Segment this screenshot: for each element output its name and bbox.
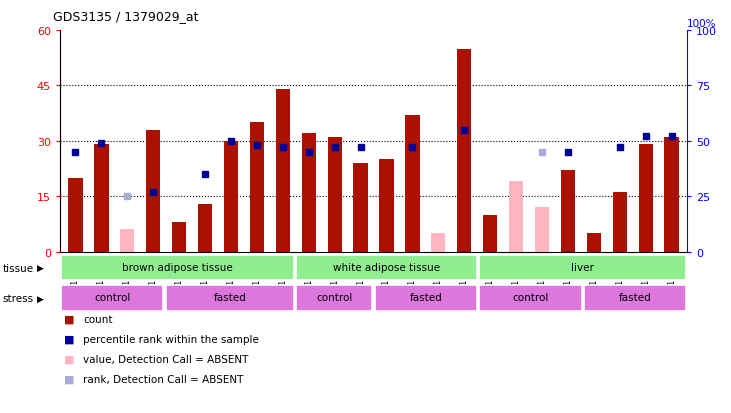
Bar: [61, 285, 164, 311]
Bar: [561, 171, 575, 252]
Text: control: control: [316, 293, 352, 303]
Text: liver: liver: [571, 263, 594, 273]
Bar: [94, 145, 108, 252]
Bar: [613, 193, 627, 252]
Text: rank, Detection Call = ABSENT: rank, Detection Call = ABSENT: [83, 374, 243, 384]
Bar: [583, 285, 686, 311]
Text: control: control: [94, 293, 130, 303]
Bar: [302, 134, 316, 252]
Bar: [198, 204, 212, 252]
Text: ■: ■: [64, 354, 74, 364]
Bar: [354, 164, 368, 252]
Bar: [374, 285, 477, 311]
Bar: [664, 138, 678, 252]
Text: ■: ■: [64, 334, 74, 344]
Text: ▶: ▶: [37, 263, 43, 273]
Bar: [379, 160, 393, 252]
Text: 100%: 100%: [687, 19, 716, 29]
Bar: [296, 285, 373, 311]
Bar: [587, 233, 601, 252]
Text: ■: ■: [64, 374, 74, 384]
Text: ■: ■: [64, 314, 74, 324]
Bar: [327, 138, 342, 252]
Text: stress: stress: [2, 293, 34, 303]
Bar: [276, 90, 290, 252]
Bar: [296, 255, 477, 281]
Bar: [483, 215, 497, 252]
Bar: [457, 50, 471, 252]
Bar: [639, 145, 653, 252]
Text: ▶: ▶: [37, 294, 43, 303]
Bar: [405, 116, 420, 252]
Bar: [535, 208, 549, 252]
Text: brown adipose tissue: brown adipose tissue: [122, 263, 233, 273]
Text: fasted: fasted: [213, 293, 246, 303]
Bar: [479, 285, 582, 311]
Text: tissue: tissue: [2, 263, 34, 273]
Bar: [509, 182, 523, 252]
Text: percentile rank within the sample: percentile rank within the sample: [83, 334, 260, 344]
Bar: [224, 141, 238, 252]
Text: fasted: fasted: [618, 293, 651, 303]
Bar: [165, 285, 294, 311]
Bar: [146, 131, 160, 252]
Bar: [69, 178, 83, 252]
Text: control: control: [512, 293, 548, 303]
Text: GDS3135 / 1379029_at: GDS3135 / 1379029_at: [53, 10, 198, 23]
Text: value, Detection Call = ABSENT: value, Detection Call = ABSENT: [83, 354, 249, 364]
Bar: [431, 233, 445, 252]
Bar: [250, 123, 264, 252]
Bar: [172, 223, 186, 252]
Text: count: count: [83, 314, 113, 324]
Text: fasted: fasted: [409, 293, 442, 303]
Bar: [479, 255, 686, 281]
Bar: [61, 255, 294, 281]
Bar: [120, 230, 135, 252]
Text: white adipose tissue: white adipose tissue: [333, 263, 440, 273]
